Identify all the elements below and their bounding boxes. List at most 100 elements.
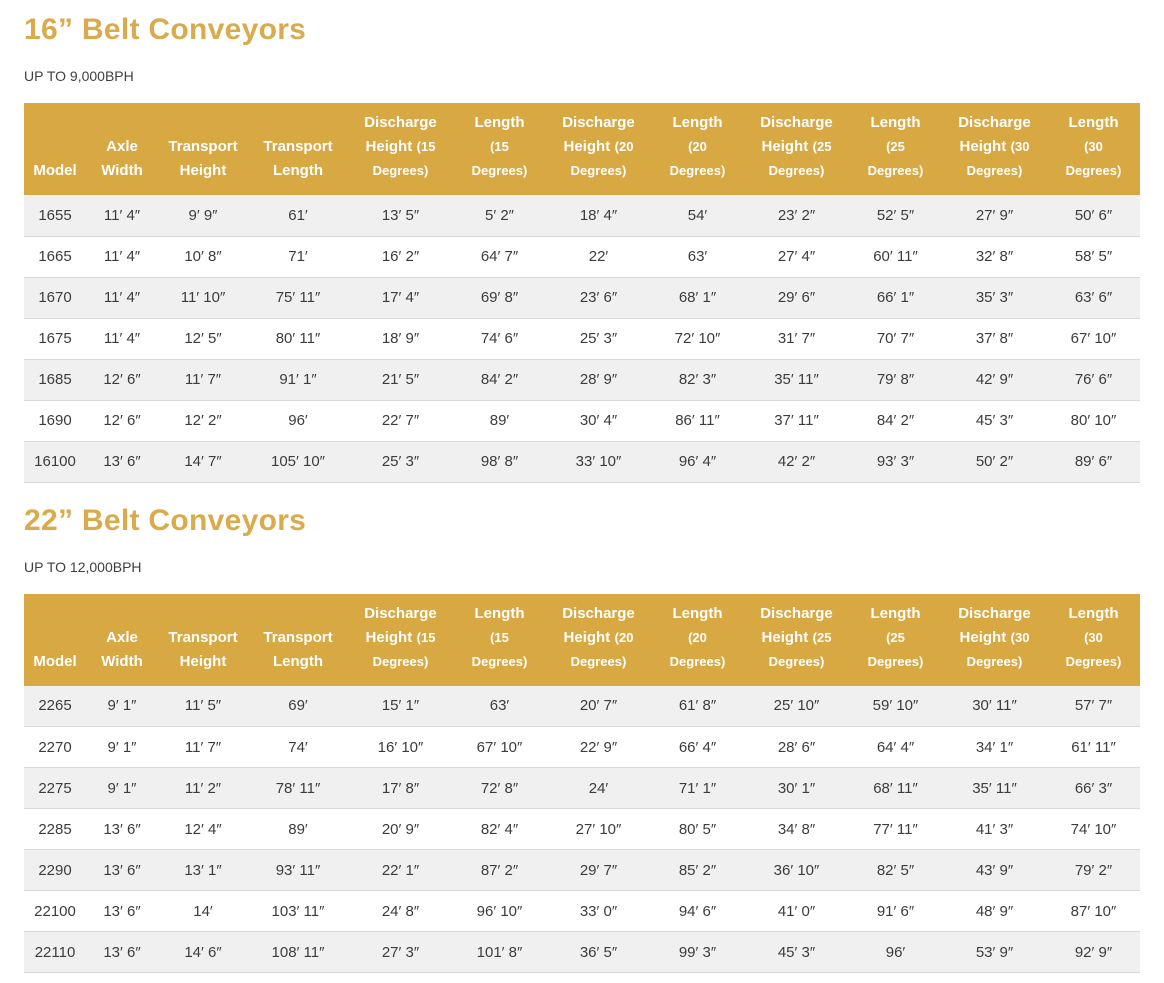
model-cell: 1675: [24, 317, 86, 359]
column-header: Transport Height: [158, 593, 248, 686]
spec-cell: 59′ 10″: [872, 697, 919, 715]
spec-cell: 14′ 7″: [158, 440, 248, 482]
spec-cell: 96′ 10″: [453, 890, 546, 932]
spec-cell: 75′ 11″: [248, 276, 348, 318]
header-row: Model Axle Width Transport Height Transport Le…: [24, 593, 1140, 686]
column-header-text: Degrees): [1065, 653, 1122, 669]
column-header-text: Degrees): [669, 163, 726, 178]
spec-cell: 72′ 10″: [651, 317, 744, 359]
spec-cell: 89′: [453, 399, 546, 441]
model-cell: 1690: [24, 399, 86, 441]
column-header-text: Length: [1068, 604, 1119, 622]
column-header: Length (25 Degrees): [849, 593, 942, 686]
column-header-text: Length: [870, 114, 921, 131]
column-header-text: (20: [614, 139, 634, 154]
column-header-text: (25: [886, 139, 905, 154]
spec-cell: 13′ 6″: [86, 890, 158, 932]
table-row: 22100 13′ 6″ 14′ 103′ 11″ 24′ 8″ 96′ 10″ 33′ 0…: [24, 890, 1140, 932]
column-header-text: (30: [1084, 629, 1103, 645]
spec-cell: 68′ 1″: [651, 276, 744, 318]
spec-cell: 70′ 7″: [849, 317, 942, 359]
column-header-text: Discharge: [958, 114, 1031, 131]
column-header-text: Length: [672, 114, 723, 131]
spec-cell: 63′: [651, 235, 744, 277]
column-header-text: Length: [672, 604, 723, 622]
model-cell: 2270: [24, 726, 86, 768]
belt-conveyor-spec-table-16: Model Axle Width Transport Height Transport Le…: [24, 103, 1140, 483]
spec-cell: 103′ 11″: [248, 890, 348, 932]
model-cell: 1685: [24, 358, 86, 400]
spec-cell: 14′: [158, 890, 248, 932]
column-header-text: (15: [490, 629, 509, 645]
spec-cell: 96′: [849, 931, 942, 973]
spec-cell: 63′ 6″: [1047, 276, 1140, 318]
spec-cell: 12′ 6″: [86, 399, 158, 441]
spec-cell: 13′ 5″: [381, 206, 420, 224]
spec-cell: 43′ 9″: [942, 849, 1047, 891]
column-header-text: Degrees): [570, 653, 627, 669]
spec-cell: 78′ 11″: [248, 767, 348, 809]
spec-cell: 79′ 2″: [1047, 849, 1140, 891]
spec-cell: 105′ 10″: [248, 440, 348, 482]
spec-cell: 18′ 9″: [348, 317, 453, 359]
spec-cell: 13′ 6″: [86, 931, 158, 973]
spec-cell: 67′ 10″: [453, 726, 546, 768]
spec-cell: 12′ 5″: [158, 317, 248, 359]
column-header-text: Discharge: [364, 604, 437, 622]
column-header: Transport Length: [248, 593, 348, 686]
column-header: Length (15 Degrees): [453, 103, 546, 195]
column-header-text: Length: [474, 604, 525, 622]
spec-cell: 30′ 11″: [972, 697, 1017, 715]
spec-cell: 57′ 7″: [1074, 697, 1113, 715]
spec-cell: 34′ 8″: [744, 808, 849, 850]
model-cell: 1665: [24, 235, 86, 277]
spec-cell: 96′: [248, 399, 348, 441]
spec-cell: 5′ 2″: [485, 206, 514, 224]
spec-cell: 68′ 11″: [849, 767, 942, 809]
spec-cell: 22′ 7″: [348, 399, 453, 441]
column-header-text: Height: [959, 138, 1007, 155]
spec-cell: 11′ 10″: [158, 276, 248, 318]
spec-cell: 50′ 2″: [942, 440, 1047, 482]
spec-cell: 94′ 6″: [651, 890, 744, 932]
spec-cell: 91′ 6″: [849, 890, 942, 932]
spec-cell: 17′ 4″: [348, 276, 453, 318]
spec-cell: 10′ 8″: [158, 235, 248, 277]
spec-cell: 54′: [687, 206, 708, 224]
column-header: Model: [24, 593, 86, 686]
column-header-text: (20: [614, 629, 634, 645]
spec-cell: 27′ 9″: [975, 206, 1014, 224]
spec-cell: 25′ 3″: [348, 440, 453, 482]
spec-cell: 35′ 11″: [942, 767, 1047, 809]
spec-cell: 76′ 6″: [1047, 358, 1140, 400]
spec-cell: 35′ 3″: [942, 276, 1047, 318]
spec-cell: 87′ 2″: [453, 849, 546, 891]
spec-cell: 82′ 3″: [651, 358, 744, 400]
spec-cell: 82′ 5″: [849, 849, 942, 891]
spec-cell: 13′ 6″: [86, 440, 158, 482]
column-header-text: Width: [101, 652, 143, 670]
spec-cell: 41′ 3″: [942, 808, 1047, 850]
model-cell: 1655: [38, 206, 72, 224]
spec-cell: 77′ 11″: [849, 808, 942, 850]
spec-cell: 64′ 7″: [453, 235, 546, 277]
spec-cell: 86′ 11″: [651, 399, 744, 441]
spec-cell: 61′: [288, 206, 308, 224]
spec-cell: 74′ 6″: [453, 317, 546, 359]
spec-cell: 42′ 9″: [942, 358, 1047, 400]
spec-cell: 27′ 4″: [744, 235, 849, 277]
column-header-text: Height: [365, 628, 413, 646]
capacity-subtitle-16: UP TO 9,000BPH: [24, 68, 134, 84]
spec-cell: 30′ 4″: [546, 399, 651, 441]
column-header-text: Length: [870, 604, 921, 622]
table-row: 2285 13′ 6″ 12′ 4″ 89′ 20′ 9″ 82′ 4″ 27′ 10″ 80…: [24, 808, 1140, 850]
column-header: Length (30 Degrees): [1047, 593, 1140, 686]
spec-cell: 16′ 2″: [348, 235, 453, 277]
column-header-text: Degrees): [471, 163, 528, 178]
model-cell: 2275: [24, 767, 86, 809]
model-cell: 2265: [38, 697, 72, 715]
spec-cell: 23′ 6″: [546, 276, 651, 318]
spec-cell: 24′ 8″: [348, 890, 453, 932]
spec-cell: 31′ 7″: [744, 317, 849, 359]
spec-cell: 80′ 5″: [651, 808, 744, 850]
